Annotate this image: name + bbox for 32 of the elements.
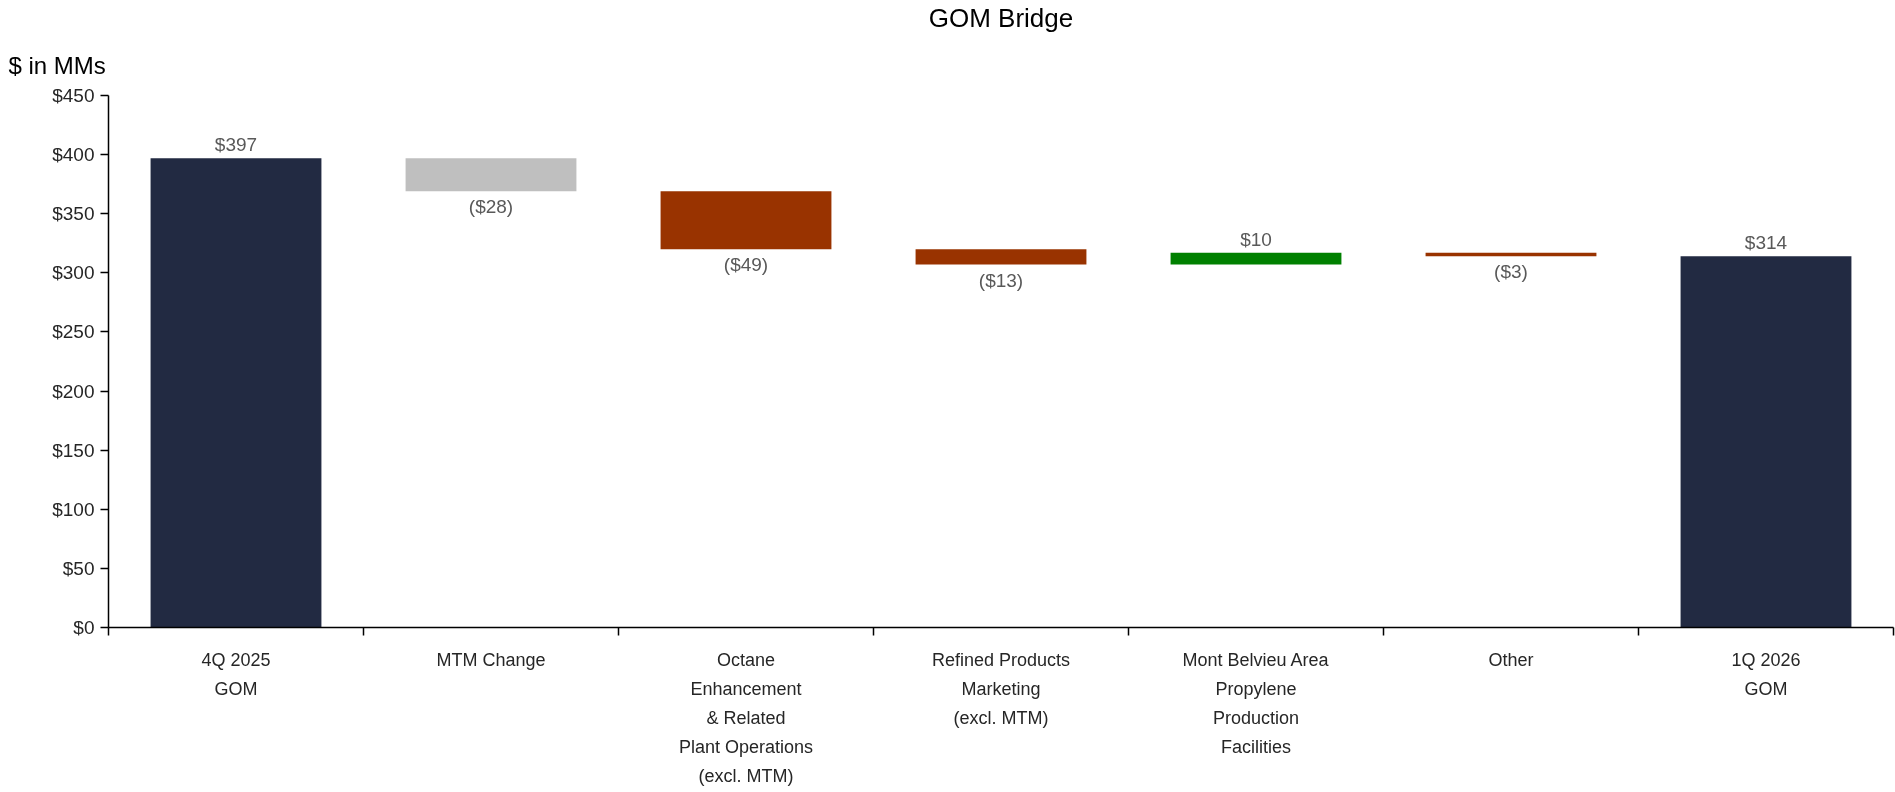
x-tick-label: Octane Enhancement & Related Plant Operations (excl. MTM) (678, 649, 814, 786)
x-tick-label: MTM Change (436, 649, 546, 670)
bar (405, 158, 577, 192)
y-tick-label: $450 (52, 85, 95, 106)
data-label: ($13) (978, 269, 1024, 291)
bar (150, 158, 322, 628)
y-axis-title: $ in MMs (8, 51, 106, 79)
y-tick-label: $100 (52, 498, 95, 520)
y-tick-label: $0 (73, 617, 95, 638)
data-label: $10 (1240, 228, 1272, 250)
y-tick-label: $200 (52, 380, 95, 402)
chart-title: GOM Bridge (928, 2, 1074, 33)
y-tick-label: $300 (52, 262, 95, 284)
data-label: $397 (214, 134, 258, 156)
y-tick-label: $50 (62, 557, 95, 579)
data-label: ($28) (468, 196, 514, 218)
data-label: ($49) (723, 254, 769, 276)
bar (660, 191, 832, 250)
y-tick-label: $350 (52, 203, 95, 225)
x-tick-label: Mont Belvieu Area Propylene Production Facilities (1182, 649, 1330, 757)
x-tick-label: Refined Products Marketing (excl. MTM) (931, 649, 1071, 728)
data-label: ($3) (1494, 261, 1528, 283)
bar (1170, 252, 1342, 265)
x-tick-label: 1Q 2026 GOM (1731, 649, 1801, 699)
x-tick-label: Other (1488, 649, 1534, 670)
y-tick-label: $150 (52, 439, 95, 461)
bar (915, 249, 1087, 265)
y-tick-label: $400 (52, 144, 95, 166)
data-label: $314 (1744, 232, 1788, 254)
x-tick-label: 4Q 2025 GOM (201, 649, 271, 699)
y-tick-label: $250 (52, 321, 95, 343)
bar (1680, 256, 1852, 628)
